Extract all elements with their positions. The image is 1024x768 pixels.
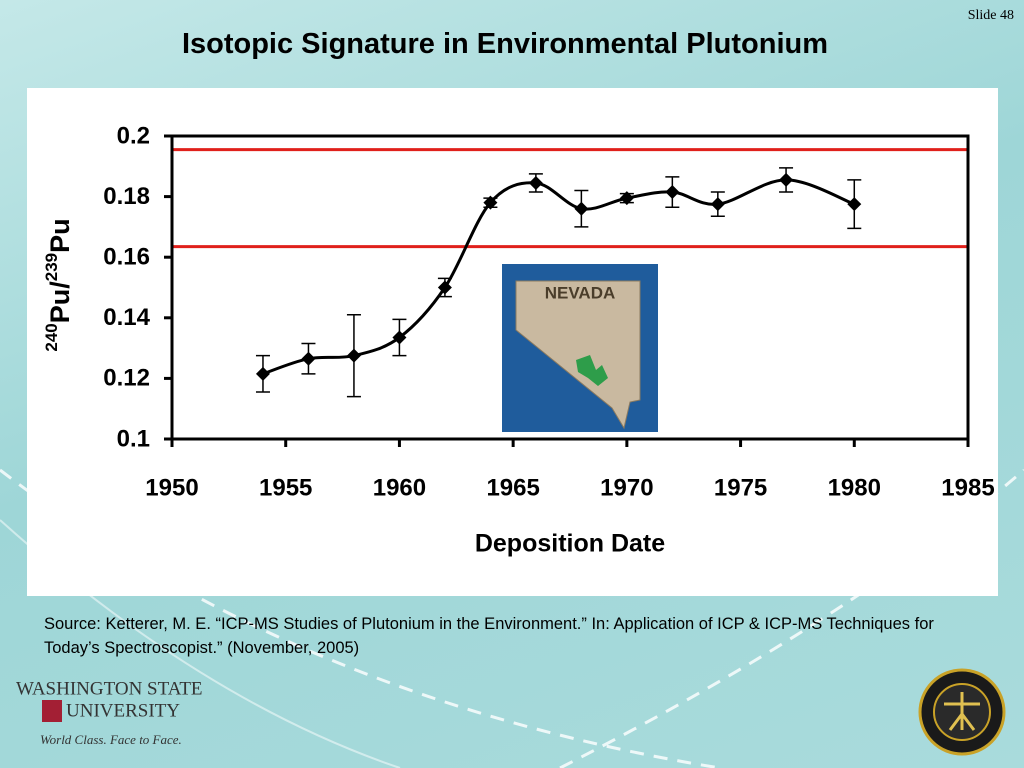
seal	[918, 668, 1006, 756]
seal-figure	[944, 692, 980, 731]
y-axis-label: 240Pu/239Pu	[42, 218, 75, 351]
map-shape	[515, 280, 641, 430]
marker	[392, 330, 407, 345]
x-tick-label: 1980	[828, 474, 881, 501]
map-label: NEVADA	[545, 283, 616, 302]
marker	[528, 175, 543, 190]
x-tick-label: 1975	[714, 474, 767, 501]
marker	[346, 348, 361, 363]
marker	[483, 195, 498, 210]
y-axis-label-part: 239	[42, 253, 61, 281]
x-tick-label: 1985	[941, 474, 994, 501]
marker	[255, 366, 270, 381]
inset-map: NEVADA	[502, 264, 658, 432]
source-note: Source: Ketterer, M. E. “ICP-MS Studies …	[44, 615, 934, 657]
x-axis-label: Deposition Date	[475, 530, 665, 558]
y-axis-label-part: Pu	[45, 218, 75, 253]
logo-emblem	[42, 700, 62, 722]
x-tick-label: 1955	[259, 474, 312, 501]
y-tick-label: 0.18	[103, 183, 150, 210]
logo: WASHINGTON STATE UNIVERSITY World Class.…	[16, 678, 203, 747]
y-tick-label: 0.1	[117, 425, 150, 452]
marker	[779, 172, 794, 187]
x-tick-label: 1965	[486, 474, 539, 501]
marker	[847, 197, 862, 212]
x-tick-label: 1960	[373, 474, 426, 501]
y-tick-label: 0.16	[103, 244, 150, 271]
marker	[574, 201, 589, 216]
y-axis-label-part: 240	[42, 323, 61, 351]
marker	[619, 191, 634, 206]
logo-line2: UNIVERSITY	[66, 700, 180, 721]
slide-number: Slide 48	[967, 8, 1014, 23]
marker	[437, 280, 452, 295]
marker	[665, 185, 680, 200]
y-tick-label: 0.12	[103, 365, 150, 392]
logo-tagline: World Class. Face to Face.	[40, 732, 182, 747]
marker	[710, 197, 725, 212]
x-tick-label: 1950	[145, 474, 198, 501]
y-tick-label: 0.2	[117, 122, 150, 149]
logo-line1: WASHINGTON STATE	[16, 678, 203, 699]
slide-title: Isotopic Signature in Environmental Plut…	[181, 28, 829, 60]
plot-frame	[170, 134, 970, 441]
map-region	[576, 355, 608, 386]
x-tick-label: 1970	[600, 474, 653, 501]
y-axis-label-part: Pu/	[45, 281, 75, 324]
marker	[301, 351, 316, 366]
y-tick-label: 0.14	[103, 304, 150, 331]
